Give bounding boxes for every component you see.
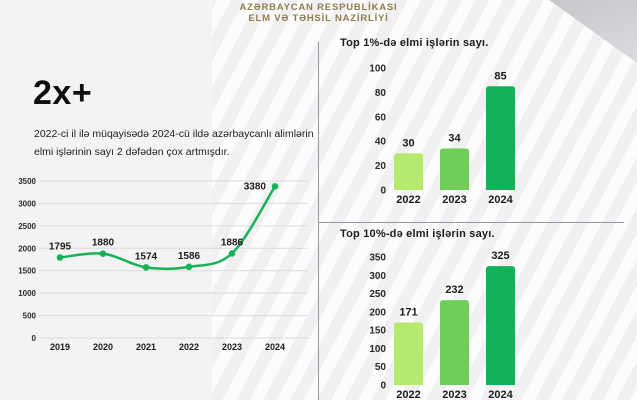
svg-text:2024: 2024 — [488, 194, 513, 206]
ministry-header-line2: ELM VƏ TƏHSİL NAZİRLİYİ — [248, 13, 389, 24]
top10-chart-title: Top 10%-də elmi işlərin sayı. — [340, 228, 495, 240]
svg-text:2500: 2500 — [18, 222, 36, 231]
growth-headline: 2x+ — [33, 74, 93, 112]
vertical-divider — [318, 42, 319, 400]
svg-text:30: 30 — [402, 137, 414, 149]
svg-text:350: 350 — [369, 253, 386, 264]
svg-text:2022: 2022 — [396, 194, 420, 206]
svg-text:2022: 2022 — [179, 342, 199, 352]
svg-text:2022: 2022 — [396, 389, 420, 400]
svg-text:3500: 3500 — [18, 177, 36, 186]
svg-text:60: 60 — [375, 112, 387, 123]
ministry-header: AZƏRBAYCAN RESPUBLİKASI ELM VƏ TƏHSİL NA… — [0, 2, 637, 24]
svg-text:1880: 1880 — [92, 238, 115, 249]
svg-text:2024: 2024 — [488, 389, 513, 400]
svg-text:1000: 1000 — [18, 289, 36, 298]
svg-text:2023: 2023 — [442, 194, 466, 206]
svg-text:232: 232 — [445, 284, 463, 296]
svg-text:200: 200 — [369, 307, 386, 318]
svg-text:85: 85 — [494, 70, 506, 82]
ministry-header-line1: AZƏRBAYCAN RESPUBLİKASI — [239, 2, 398, 13]
svg-text:2020: 2020 — [93, 342, 113, 352]
svg-text:20: 20 — [375, 161, 387, 172]
svg-text:2021: 2021 — [136, 342, 156, 352]
growth-description: 2022-ci il ilə müqayisədə 2024-cü ildə a… — [34, 128, 314, 158]
svg-text:3380: 3380 — [244, 181, 267, 192]
svg-text:80: 80 — [375, 88, 387, 99]
svg-text:150: 150 — [369, 326, 386, 337]
svg-text:325: 325 — [491, 250, 509, 262]
svg-text:0: 0 — [32, 334, 37, 343]
svg-text:300: 300 — [369, 271, 386, 282]
svg-text:34: 34 — [448, 133, 461, 145]
svg-text:50: 50 — [375, 362, 387, 373]
svg-text:500: 500 — [23, 312, 37, 321]
publications-line-chart: 0 500 1000 1500 2000 2500 3000 3500 1795 2019 1880… — [18, 177, 308, 352]
top10-bar-chart: 0 50 100 150 200 250 300 350 171 2022 232 2023 325 20… — [369, 250, 515, 400]
top1-bar-chart: 0 20 40 60 80 100 30 2022 34 2023 85 2024 — [369, 64, 515, 206]
svg-text:171: 171 — [399, 306, 417, 318]
top1-chart-title: Top 1%-də elmi işlərin sayı. — [340, 37, 489, 49]
svg-text:0: 0 — [380, 381, 386, 392]
left-background-panel — [0, 0, 212, 400]
svg-text:100: 100 — [369, 64, 386, 75]
svg-text:3000: 3000 — [18, 199, 36, 208]
svg-text:2023: 2023 — [222, 342, 242, 352]
horizontal-divider — [318, 222, 624, 223]
svg-text:250: 250 — [369, 289, 386, 300]
svg-text:2000: 2000 — [18, 244, 36, 253]
svg-text:2024: 2024 — [265, 342, 285, 352]
svg-text:1586: 1586 — [178, 251, 201, 262]
svg-text:2023: 2023 — [442, 389, 466, 400]
svg-text:40: 40 — [375, 137, 387, 148]
svg-text:1795: 1795 — [49, 241, 72, 252]
svg-text:1574: 1574 — [135, 251, 158, 262]
svg-text:1500: 1500 — [18, 267, 36, 276]
svg-text:0: 0 — [380, 186, 386, 197]
svg-text:100: 100 — [369, 344, 386, 355]
svg-text:2019: 2019 — [50, 342, 70, 352]
svg-text:1886: 1886 — [221, 237, 244, 248]
